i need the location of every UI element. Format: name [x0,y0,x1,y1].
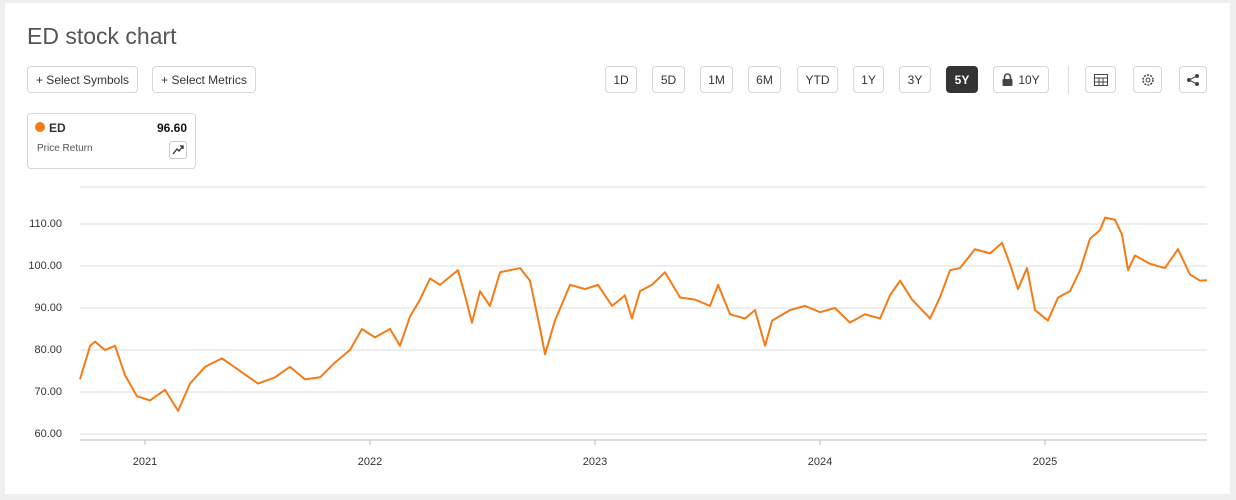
range-label: YTD [805,72,830,87]
range-label: 5D [660,72,677,87]
legend-value: 96.60 [156,121,187,135]
range-button[interactable]: 6M [748,66,781,93]
range-button[interactable]: 1Y [853,66,884,93]
lock-icon [1002,73,1013,86]
range-button[interactable]: 1M [700,66,733,93]
x-tick-label: 2023 [583,456,607,468]
y-tick-label: 60.00 [34,428,62,440]
range-label: 6M [756,72,773,87]
range-button[interactable]: 3Y [899,66,931,93]
separator [1068,66,1069,94]
range-button[interactable]: 1D [605,66,637,93]
y-tick-label: 90.00 [34,302,62,314]
x-tick-label: 2024 [808,456,832,468]
legend-name: ED [49,121,66,135]
range-button[interactable]: 5D [652,66,685,93]
table-icon [1093,73,1108,86]
table-button[interactable] [1085,66,1116,93]
trend-icon [172,145,184,155]
range-label: 1M [708,72,725,87]
panel: ED stock chart + Select Symbols + Select… [5,3,1230,494]
x-tick-label: 2025 [1033,456,1057,468]
range-label: 1Y [861,72,876,87]
range-label: 5Y [954,72,970,87]
range-label: 1D [613,72,629,87]
range-label: 10Y [1018,72,1040,87]
settings-button[interactable] [1133,66,1162,93]
range-button[interactable]: 10Y [993,66,1049,93]
settings-icon [1141,73,1154,86]
page-title: ED stock chart [27,23,177,49]
legend-card: ED 96.60 Price Return [27,113,196,169]
select-symbols-button[interactable]: + Select Symbols [27,66,138,93]
y-tick-label: 70.00 [34,386,62,398]
chart: 60.00 70.00 80.00 90.00 100.00 110.00 2021 2022… [28,186,1208,468]
share-icon [1187,73,1199,86]
legend-label: Price Return [37,143,93,154]
y-tick-label: 80.00 [34,344,62,356]
range-label: 3Y [907,72,923,87]
y-tick-label: 110.00 [29,218,62,230]
share-button[interactable] [1179,66,1207,93]
price-line [79,216,1208,412]
legend-dot [35,122,45,132]
x-tick-label: 2022 [358,456,382,468]
select-metrics-button[interactable]: + Select Metrics [152,66,256,93]
y-tick-label: 100.00 [28,260,62,272]
trend-button[interactable] [169,141,187,159]
x-tick-label: 2021 [133,456,157,468]
range-button[interactable]: YTD [797,66,838,93]
range-button[interactable]: 5Y [946,66,978,93]
